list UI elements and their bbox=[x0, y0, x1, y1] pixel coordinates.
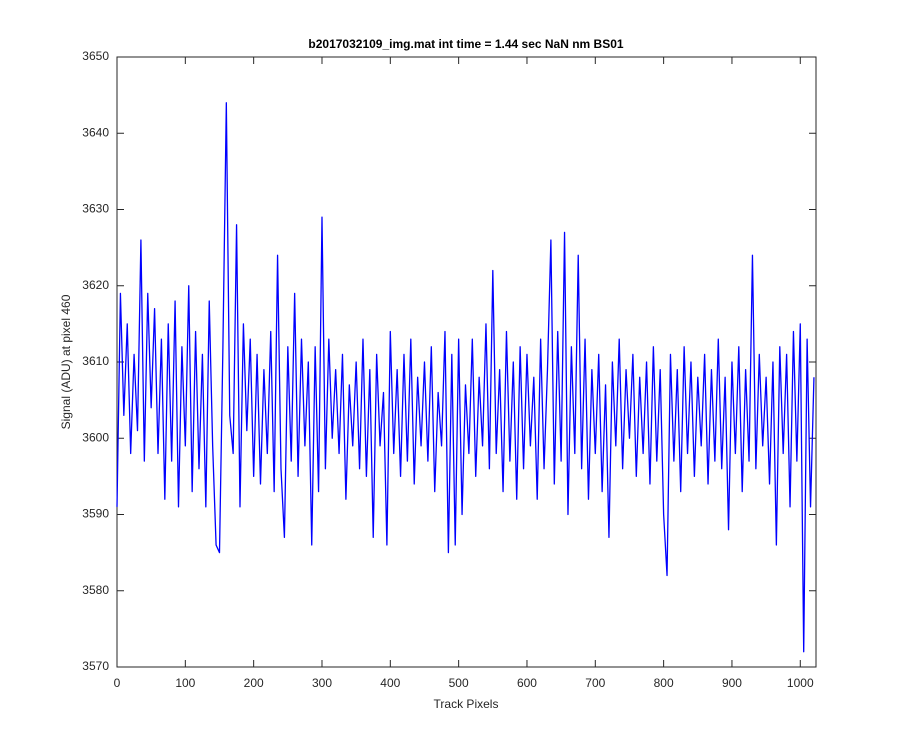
plot-area bbox=[116, 56, 817, 668]
x-tick-label: 700 bbox=[585, 676, 605, 690]
y-tick-label: 3580 bbox=[82, 583, 109, 597]
chart-title: b2017032109_img.mat int time = 1.44 sec … bbox=[308, 37, 623, 51]
x-tick-label: 200 bbox=[244, 676, 264, 690]
x-tick-label: 600 bbox=[517, 676, 537, 690]
x-tick-label: 400 bbox=[380, 676, 400, 690]
x-tick-label: 1000 bbox=[787, 676, 814, 690]
y-tick-label: 3590 bbox=[82, 507, 109, 521]
y-tick-label: 3610 bbox=[82, 354, 109, 368]
y-axis-label: Signal (ADU) at pixel 460 bbox=[59, 294, 73, 429]
x-tick-label: 300 bbox=[312, 676, 332, 690]
y-tick-label: 3620 bbox=[82, 278, 109, 292]
y-tick-label: 3570 bbox=[82, 659, 109, 673]
x-tick-label: 500 bbox=[449, 676, 469, 690]
x-tick-label: 0 bbox=[114, 676, 121, 690]
y-tick-label: 3630 bbox=[82, 202, 109, 216]
x-tick-label: 800 bbox=[654, 676, 674, 690]
y-tick-label: 3600 bbox=[82, 430, 109, 444]
x-axis-label: Track Pixels bbox=[434, 697, 499, 711]
y-tick-label: 3640 bbox=[82, 125, 109, 139]
y-tick-label: 3650 bbox=[82, 49, 109, 63]
data-line bbox=[116, 102, 815, 653]
x-tick-label: 900 bbox=[722, 676, 742, 690]
x-tick-label: 100 bbox=[175, 676, 195, 690]
